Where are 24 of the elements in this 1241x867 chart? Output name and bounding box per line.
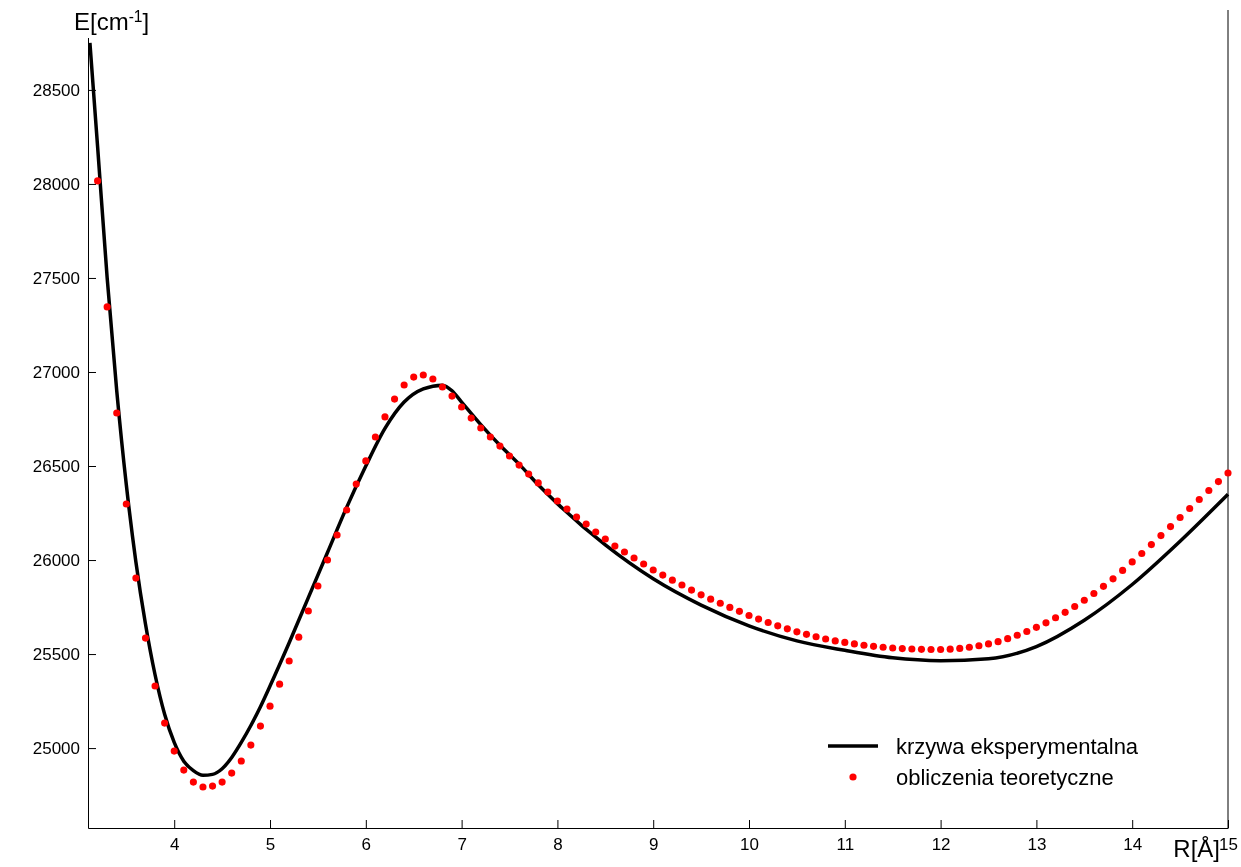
x-tick-label: 5 — [265, 835, 276, 855]
x-tick-label: 11 — [836, 835, 855, 855]
y-tick-label: 26500 — [32, 456, 80, 476]
x-tick-label: 4 — [169, 835, 180, 855]
y-tick-label: 28000 — [32, 174, 80, 194]
x-axis-title: R[Å] — [1173, 835, 1220, 862]
legend-label: obliczenia teoretyczne — [896, 764, 1114, 790]
legend-label: krzywa eksperymentalna — [896, 733, 1139, 759]
y-tick-label: 27000 — [32, 362, 80, 382]
y-tick-label: 28500 — [32, 80, 80, 100]
y-tick-label: 25000 — [32, 739, 80, 759]
x-tick-label: 10 — [740, 835, 759, 855]
x-tick-label: 15 — [1219, 835, 1238, 855]
y-tick-label: 26000 — [32, 550, 80, 570]
x-tick-label: 6 — [361, 835, 372, 855]
x-tick-label: 9 — [648, 835, 659, 855]
x-tick-label: 7 — [457, 835, 467, 855]
y-tick-label: 27500 — [32, 268, 80, 288]
x-tick-label: 8 — [553, 835, 563, 855]
y-axis-title: E[cm$^{-1}$] — [74, 7, 150, 35]
x-tick-label: 12 — [931, 835, 951, 855]
x-tick-label: 13 — [1027, 835, 1047, 855]
x-tick-label: 14 — [1123, 835, 1143, 855]
y-tick-label: 25500 — [32, 645, 80, 664]
